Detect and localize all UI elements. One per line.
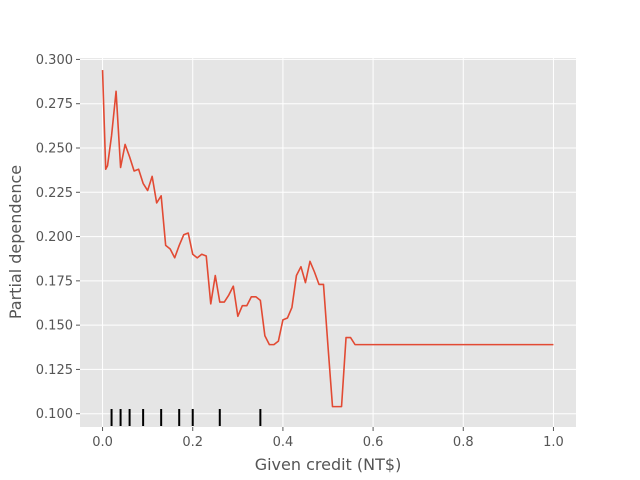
y-tick-label: 0.300 — [36, 53, 73, 68]
x-axis-ticks: 0.0 0.2 0.4 0.6 0.8 1.0 — [92, 427, 564, 450]
rug-marks — [110, 409, 262, 426]
plot-area — [80, 58, 576, 427]
y-tick-label: 0.200 — [36, 230, 73, 245]
x-tick-label: 0.8 — [453, 435, 474, 450]
y-tick-label: 0.275 — [36, 97, 73, 112]
x-tick-label: 1.0 — [543, 435, 564, 450]
x-tick-label: 0.4 — [273, 435, 294, 450]
y-axis-ticks: 0.100 0.125 0.150 0.175 0.200 0.225 0.250 0.275… — [36, 53, 80, 422]
gridlines — [80, 58, 576, 427]
y-axis-label: Partial dependence — [6, 165, 25, 319]
x-axis-label: Given credit (NT$) — [255, 455, 402, 474]
series-line — [101, 70, 554, 408]
x-tick-label: 0.0 — [92, 435, 113, 450]
x-tick-label: 0.6 — [363, 435, 384, 450]
y-tick-label: 0.150 — [36, 319, 73, 334]
y-tick-label: 0.100 — [36, 407, 73, 422]
x-tick-label: 0.2 — [182, 435, 203, 450]
y-tick-label: 0.250 — [36, 141, 73, 156]
y-tick-label: 0.175 — [36, 274, 73, 289]
y-tick-label: 0.225 — [36, 186, 73, 201]
y-tick-label: 0.125 — [36, 363, 73, 378]
